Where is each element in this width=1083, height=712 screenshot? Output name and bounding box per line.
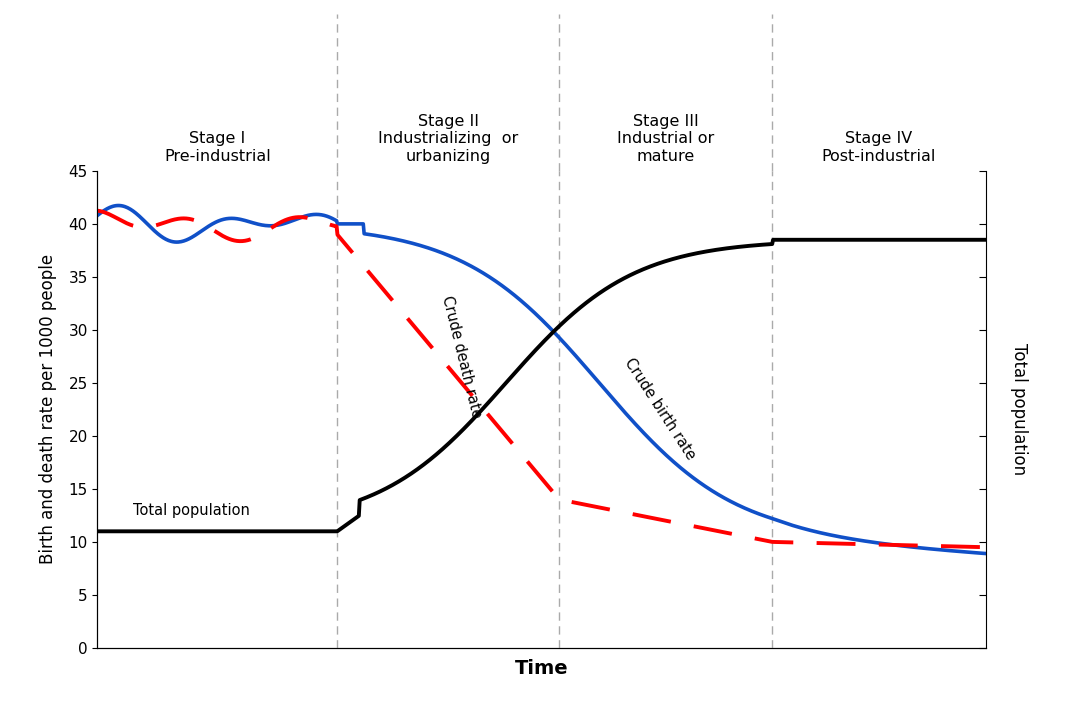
Y-axis label: Birth and death rate per 1000 people: Birth and death rate per 1000 people [39, 254, 57, 565]
Text: Stage I
Pre-industrial: Stage I Pre-industrial [164, 131, 271, 164]
Text: Crude birth rate: Crude birth rate [622, 356, 699, 463]
Text: Total population: Total population [133, 503, 250, 518]
Text: Stage IV
Post-industrial: Stage IV Post-industrial [822, 131, 936, 164]
Text: Stage III
Industrial or
mature: Stage III Industrial or mature [617, 114, 715, 164]
X-axis label: Time: Time [514, 659, 569, 678]
Text: Crude death rate: Crude death rate [440, 293, 484, 419]
Text: Stage II
Industrializing  or
urbanizing: Stage II Industrializing or urbanizing [378, 114, 519, 164]
Y-axis label: Total population: Total population [1009, 343, 1028, 476]
